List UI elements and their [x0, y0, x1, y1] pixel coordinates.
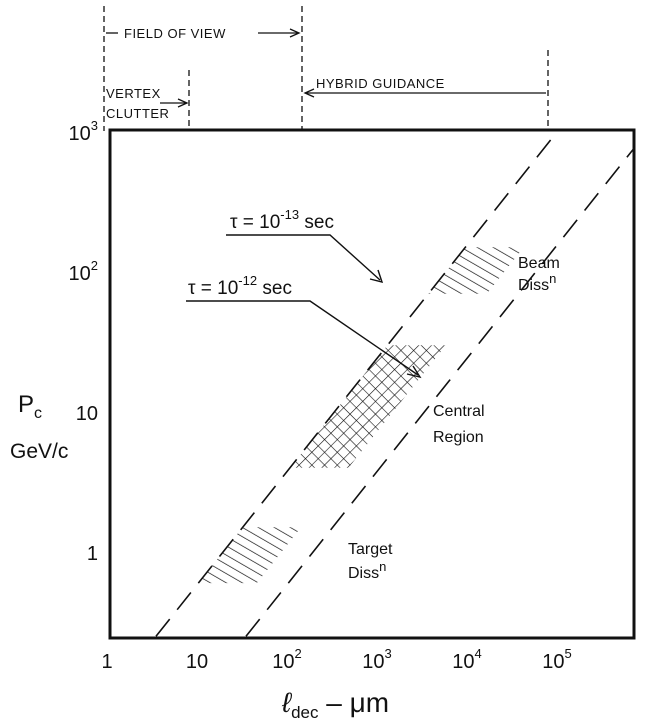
target-label: Target [348, 541, 393, 558]
x-tick-label-3: 103 [362, 646, 391, 673]
tau-12-leader [186, 300, 419, 376]
hybrid-arrow-head [303, 88, 315, 98]
series-line-0 [155, 131, 558, 637]
series-line-1 [245, 147, 634, 637]
x-tick-label-2: 102 [272, 646, 301, 673]
hatched-region-2 [198, 527, 302, 584]
y-axis-label-unit: GeV/c [10, 440, 68, 463]
hybrid-guidance-label: HYBRID GUIDANCE [316, 76, 445, 91]
field-of-view-label: FIELD OF VIEW [124, 26, 226, 41]
tau-12-arrowhead [406, 365, 422, 379]
hatched-region-1 [290, 345, 446, 468]
x-tick-label-0: 1 [101, 651, 112, 673]
clutter-label: CLUTTER [106, 106, 169, 121]
target-diss-label: Dissn [348, 559, 386, 582]
y-tick-label-3: 103 [69, 118, 98, 145]
vertex-arrow-head [177, 98, 189, 108]
y-axis-label-main: Pc [18, 391, 42, 422]
y-tick-label-1: 10 [76, 403, 98, 425]
x-tick-labels: 1 10 102 103 104 105 [101, 646, 571, 673]
tau-label-12: τ = 10-12 sec [186, 273, 422, 379]
beam-diss-label: Dissn [518, 271, 556, 294]
beam-label: Beam [518, 255, 560, 272]
field-arrow-head [289, 28, 301, 38]
y-tick-labels: 1 10 102 103 [69, 118, 98, 565]
tau-13-leader [226, 234, 381, 281]
plot-frame [108, 128, 636, 640]
x-tick-label-1: 10 [186, 651, 208, 673]
x-axis-label: ℓdec – μm [281, 687, 389, 722]
central-label: Central [433, 403, 485, 420]
hatched-region-0 [428, 247, 524, 294]
vertex-label: VERTEX [106, 86, 161, 101]
x-tick-label-4: 104 [452, 646, 481, 673]
top-annotations [103, 6, 549, 131]
tau-13-arrowhead [369, 269, 384, 283]
y-tick-label-0: 1 [87, 543, 98, 565]
tau-12-text: τ = 10-12 sec [188, 273, 292, 299]
tau-label-13: τ = 10-13 sec [226, 207, 384, 283]
x-tick-label-5: 105 [542, 646, 571, 673]
region-label: Region [433, 429, 484, 446]
tau-13-text: τ = 10-13 sec [230, 207, 334, 233]
y-tick-label-2: 102 [69, 258, 98, 285]
hatched-regions [198, 247, 524, 584]
series-lines [155, 131, 634, 637]
